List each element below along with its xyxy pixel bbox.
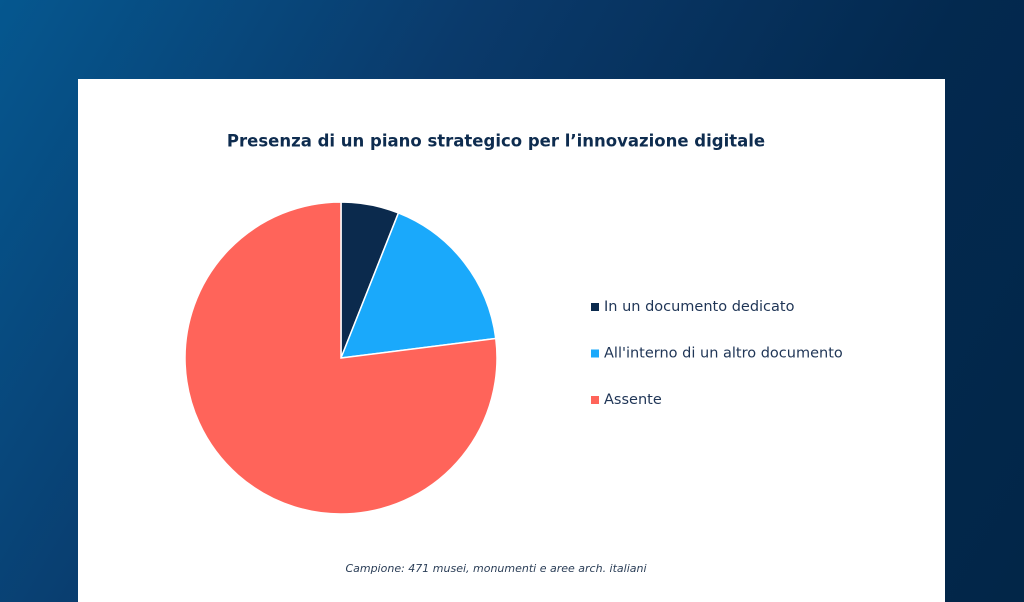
legend-swatch	[591, 303, 599, 311]
legend-label: Assente	[604, 392, 662, 408]
chart-note: Campione: 471 musei, monumenti e aree ar…	[345, 562, 646, 575]
pie-slice	[184, 201, 498, 515]
legend-swatch	[591, 349, 599, 358]
pie-slice	[339, 211, 497, 359]
legend-label: All'interno di un altro documento	[604, 346, 843, 362]
legend-label: In un documento dedicato	[604, 299, 795, 315]
chart-title: Presenza di un piano strategico per l’in…	[227, 132, 765, 151]
legend-swatch	[591, 396, 599, 404]
